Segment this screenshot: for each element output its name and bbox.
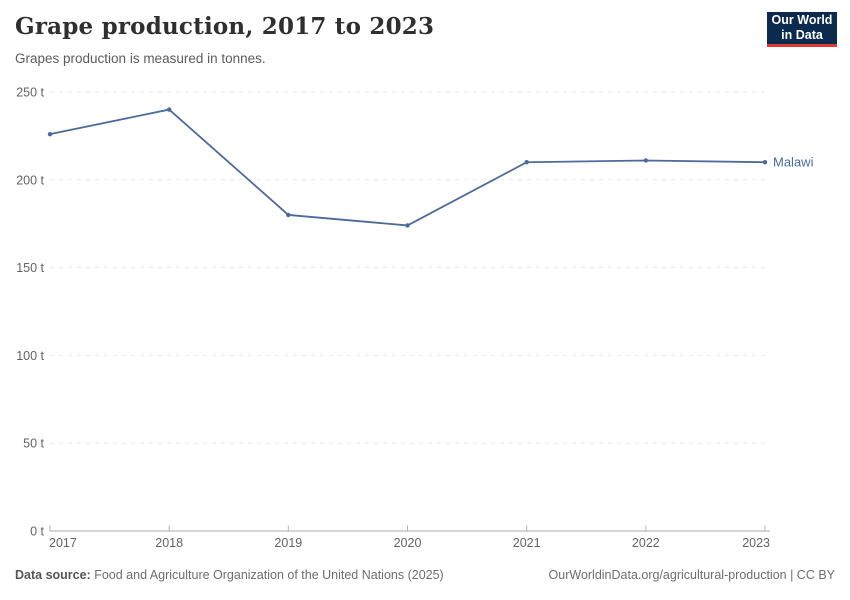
x-tick-label: 2022 (632, 536, 660, 550)
x-tick-label: 2021 (513, 536, 541, 550)
y-tick-label: 50 t (23, 437, 44, 451)
x-tick-label: 2023 (742, 536, 770, 550)
data-point[interactable] (643, 158, 649, 163)
series-label[interactable]: Malawi (773, 155, 814, 170)
y-tick-label: 150 t (16, 261, 44, 275)
x-tick-label: 2019 (274, 536, 302, 550)
x-tick-label: 2018 (155, 536, 183, 550)
data-source-text: Food and Agriculture Organization of the… (90, 568, 444, 582)
owid-logo[interactable]: Our World in Data (767, 12, 837, 47)
data-point[interactable] (762, 160, 768, 165)
data-point[interactable] (47, 131, 53, 137)
y-tick-label: 100 t (16, 349, 44, 363)
data-point[interactable] (405, 223, 410, 228)
data-point[interactable] (286, 212, 291, 218)
y-tick-label: 200 t (16, 173, 44, 187)
data-source-label: Data source: (15, 568, 91, 582)
owid-logo-line1: Our World (771, 12, 833, 27)
trend-line (49, 108, 766, 227)
data-point[interactable] (524, 160, 529, 165)
chart-footer: Data source: Food and Agriculture Organi… (15, 568, 835, 582)
x-tick-label: 2020 (394, 536, 422, 550)
chart-title: Grape production, 2017 to 2023 (15, 13, 435, 40)
data-source: Data source: Food and Agriculture Organi… (15, 568, 444, 582)
data-point[interactable] (166, 107, 172, 112)
attribution-link[interactable]: OurWorldinData.org/agricultural-producti… (548, 568, 835, 582)
y-tick-label: 250 t (16, 86, 44, 100)
x-tick-label: 2017 (49, 536, 77, 550)
y-tick-label: 0 t (30, 525, 44, 539)
chart-subtitle: Grapes production is measured in tonnes. (15, 51, 266, 66)
owid-logo-line2: in Data (781, 28, 823, 42)
